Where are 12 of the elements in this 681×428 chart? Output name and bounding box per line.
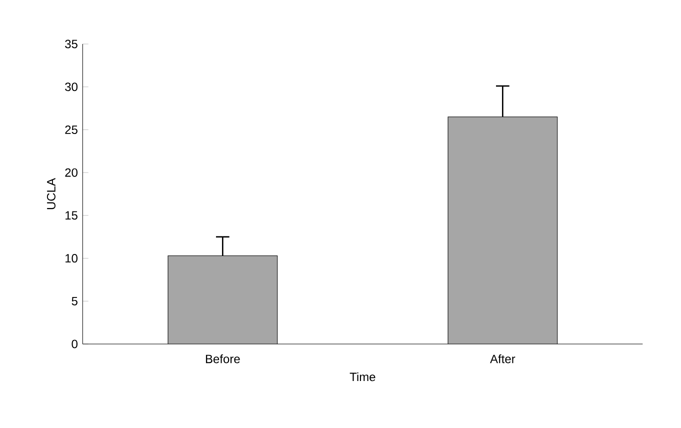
x-tick-label: Before <box>206 354 240 364</box>
y-tick-label: 35 <box>65 40 78 48</box>
y-tick-label: 10 <box>66 254 78 263</box>
y-tick-label: 25 <box>65 125 78 134</box>
x-axis-title: Time <box>350 372 376 382</box>
y-tick-label: 5 <box>72 296 78 306</box>
y-tick-label: 15 <box>66 211 78 220</box>
y-tick-label: 0 <box>72 340 78 348</box>
x-tick-label: After <box>490 354 516 364</box>
y-axis-title: UCLA <box>46 178 56 210</box>
y-tick-label: 30 <box>65 82 78 92</box>
y-tick-label: 20 <box>65 168 78 177</box>
